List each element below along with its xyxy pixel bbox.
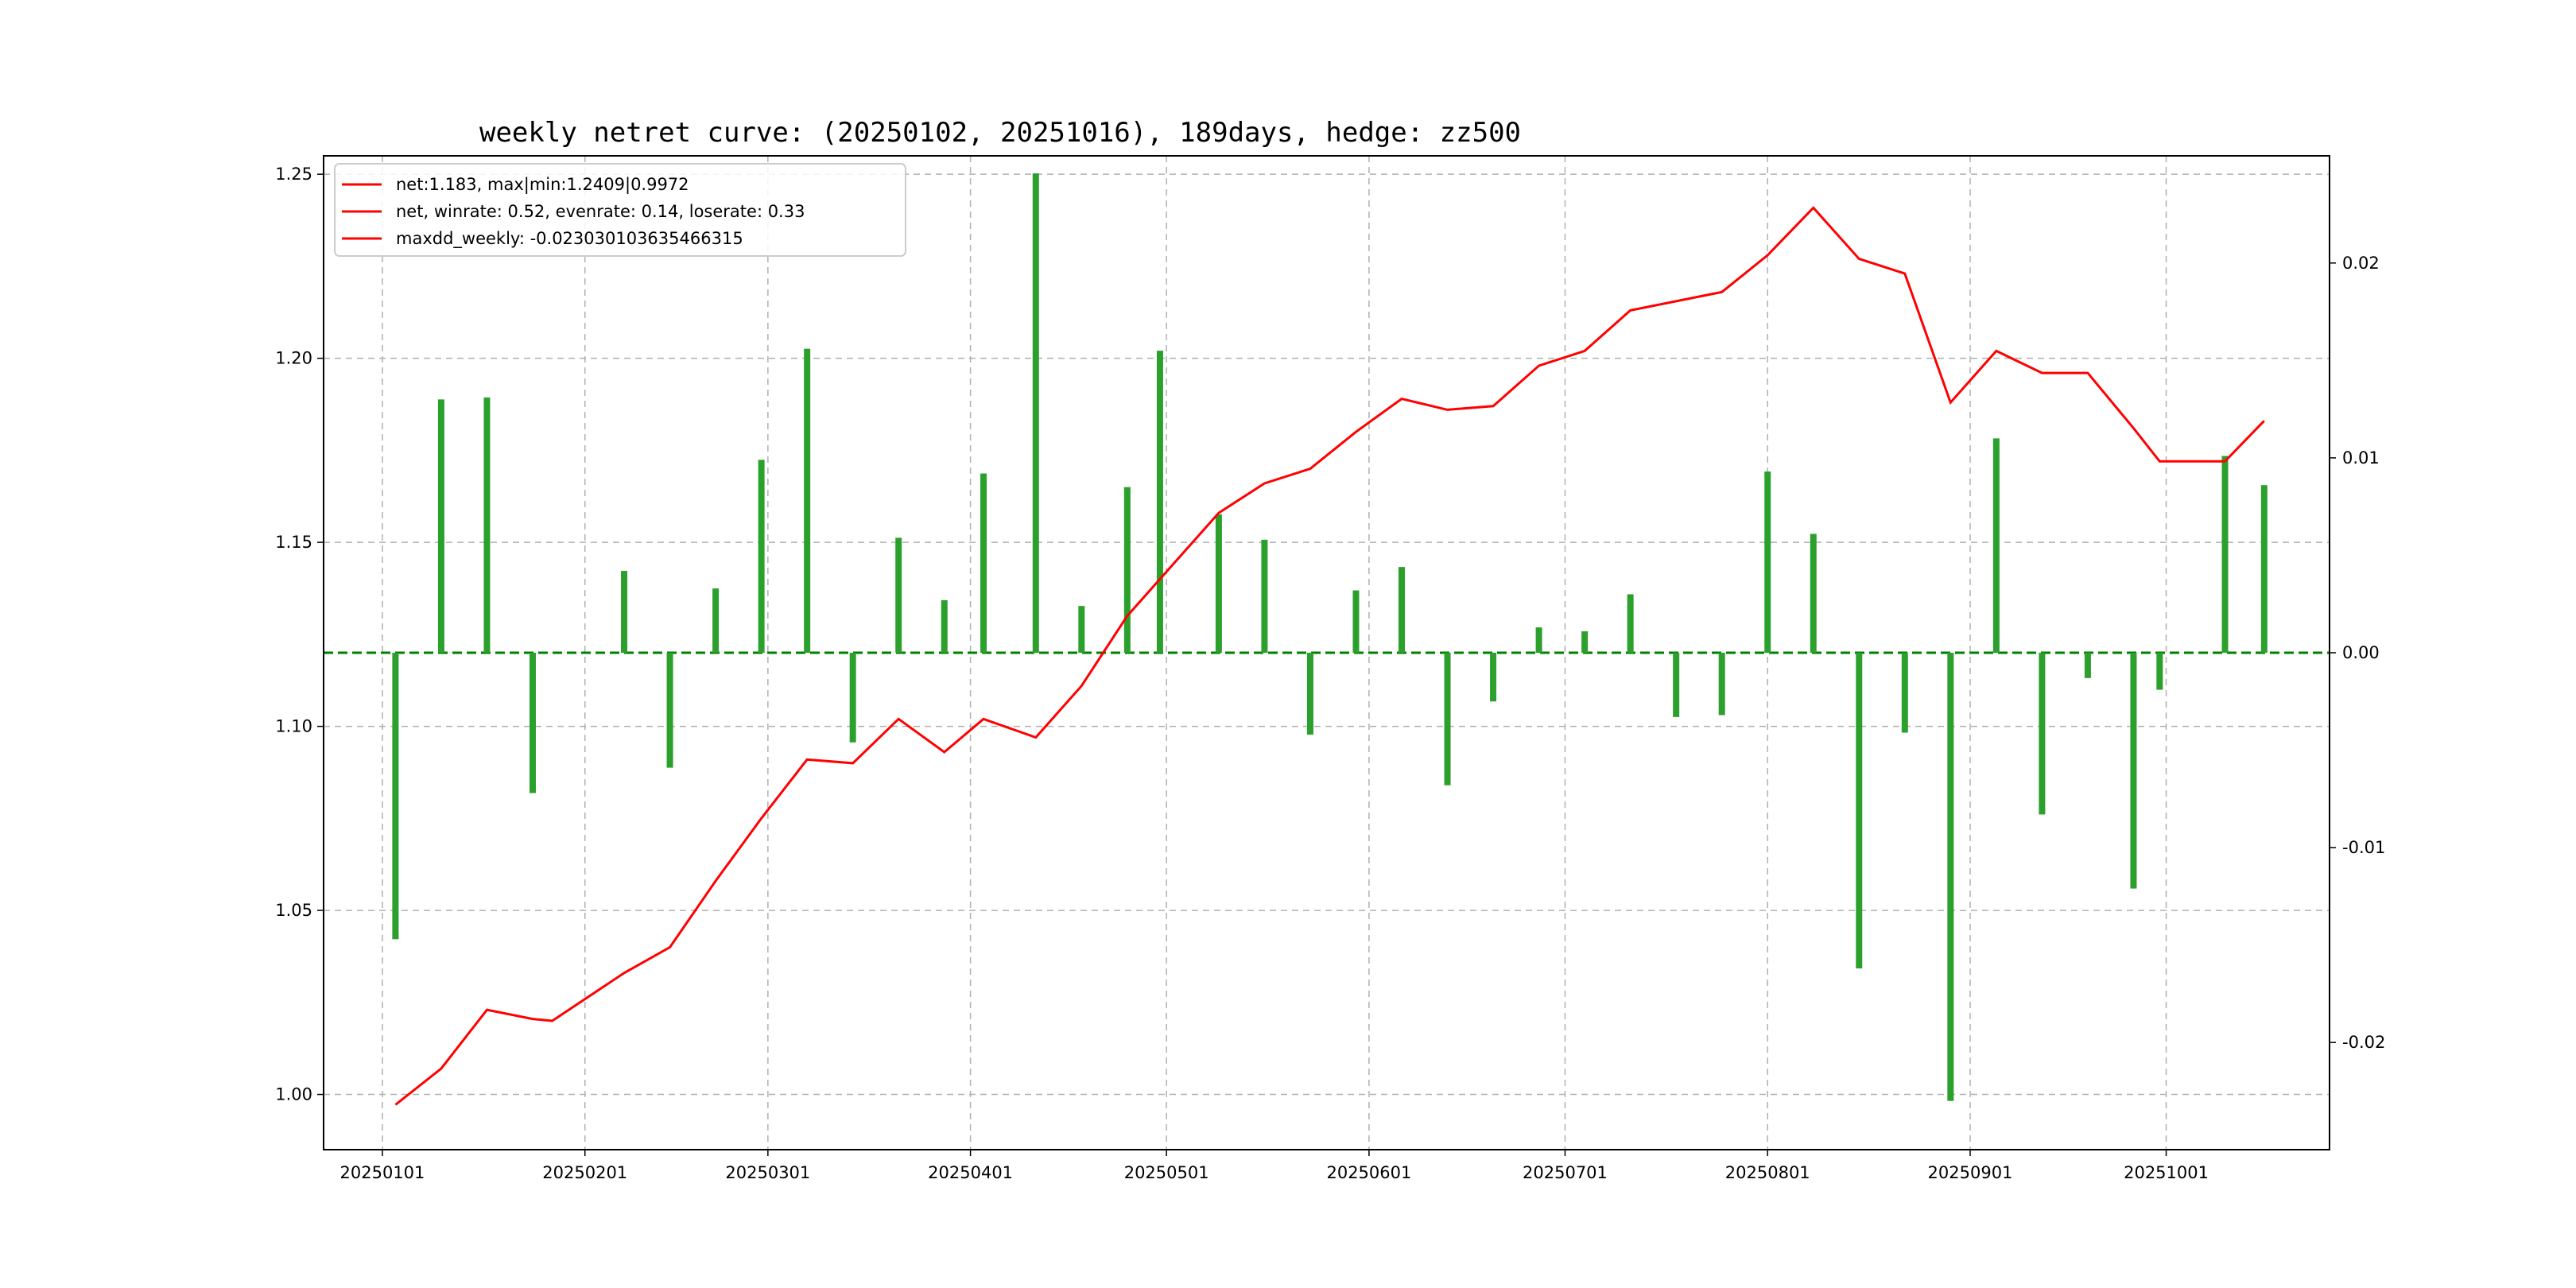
weekly-return-bar: [980, 473, 987, 653]
weekly-return-bar: [758, 460, 765, 653]
weekly-return-bar: [2130, 653, 2137, 889]
weekly-return-bar: [941, 599, 948, 653]
weekly-return-bar: [529, 653, 536, 793]
x-tick-label: 20251001: [2124, 1163, 2209, 1182]
weekly-return-bar: [1032, 173, 1039, 653]
weekly-return-bar: [666, 653, 673, 768]
legend: net:1.183, max|min:1.2409|0.9972 net, wi…: [334, 163, 906, 257]
weekly-return-bar: [2221, 456, 2229, 653]
weekly-return-bar: [1718, 653, 1725, 716]
weekly-return-bar: [1352, 590, 1360, 653]
x-tick-label: 20250301: [725, 1163, 810, 1182]
chart-title: weekly netret curve: (20250102, 20251016…: [479, 117, 1521, 149]
y-left-tick-label: 1.15: [275, 533, 312, 552]
y-left-axis-ticks: 1.00 1.05 1.10 1.15 1.20 1.25: [275, 165, 324, 1104]
weekly-return-bar: [1901, 653, 1908, 733]
weekly-return-bar: [1535, 627, 1542, 653]
y-right-tick-label: 0.00: [2342, 643, 2380, 662]
weekly-return-bar: [437, 399, 444, 653]
legend-box: [334, 163, 906, 257]
weekly-return-bar: [1215, 514, 1222, 653]
x-tick-label: 20250401: [928, 1163, 1013, 1182]
weekly-return-bar: [1810, 533, 1817, 653]
x-tick-label: 20250201: [542, 1163, 627, 1182]
y-left-tick-label: 1.00: [275, 1085, 312, 1104]
weekly-return-bar: [712, 588, 720, 653]
y-left-tick-label: 1.10: [275, 717, 312, 736]
legend-entry-net: net:1.183, max|min:1.2409|0.9972: [396, 175, 689, 195]
x-axis-ticks: 20250101 20250201 20250301 20250401 20250501…: [340, 1150, 2209, 1182]
weekly-return-bar: [1123, 487, 1131, 653]
y-left-tick-label: 1.20: [275, 349, 312, 368]
legend-entry-maxdd: maxdd_weekly: -0.023030103635466315: [396, 229, 743, 249]
weekly-return-bar: [1078, 606, 1085, 653]
weekly-return-bar: [2084, 653, 2091, 678]
weekly-return-bar: [849, 653, 856, 743]
weekly-return-bar: [804, 348, 811, 653]
y-right-tick-label: -0.02: [2342, 1033, 2385, 1052]
y-left-tick-label: 1.05: [275, 901, 312, 920]
x-tick-label: 20250101: [340, 1163, 425, 1182]
weekly-return-bar: [1156, 351, 1163, 653]
weekly-return-bar: [1856, 653, 1863, 969]
weekly-return-bar: [1399, 567, 1406, 653]
y-right-tick-label: -0.01: [2342, 838, 2385, 857]
weekly-return-bar: [1490, 653, 1497, 702]
x-tick-label: 20250601: [1326, 1163, 1411, 1182]
weekly-return-bar: [1992, 438, 2000, 653]
weekly-return-bar: [2039, 653, 2046, 815]
net-curve-line: [394, 206, 2265, 1106]
x-tick-label: 20250901: [1928, 1163, 2013, 1182]
weekly-return-bar: [1581, 631, 1589, 653]
x-tick-label: 20250501: [1124, 1163, 1209, 1182]
y-right-tick-label: 0.02: [2342, 254, 2380, 273]
weekly-return-bar: [895, 537, 902, 653]
weekly-return-bar: [1306, 653, 1313, 735]
weekly-return-bar: [2156, 653, 2163, 690]
x-tick-label: 20250701: [1523, 1163, 1608, 1182]
y-right-axis-ticks: -0.02 -0.01 0.00 0.01 0.02: [2330, 254, 2385, 1052]
weekly-return-bar: [1947, 653, 1954, 1101]
weekly-return-bar: [2260, 485, 2268, 653]
y-left-tick-label: 1.25: [275, 165, 312, 184]
legend-entry-winrate: net, winrate: 0.52, evenrate: 0.14, lose…: [396, 202, 805, 221]
x-tick-label: 20250801: [1725, 1163, 1810, 1182]
weekly-return-bar: [1261, 539, 1268, 653]
weekly-return-bar: [483, 397, 491, 653]
weekly-return-bar: [1764, 471, 1771, 653]
weekly-return-bar: [1627, 594, 1634, 653]
weekly-return-bar: [1444, 653, 1451, 786]
weekly-return-bar: [392, 653, 399, 940]
weekly-return-bar: [621, 571, 628, 653]
weekly-return-bars: [392, 173, 2268, 1101]
weekly-return-bar: [1673, 653, 1680, 717]
y-right-tick-label: 0.01: [2342, 448, 2380, 467]
